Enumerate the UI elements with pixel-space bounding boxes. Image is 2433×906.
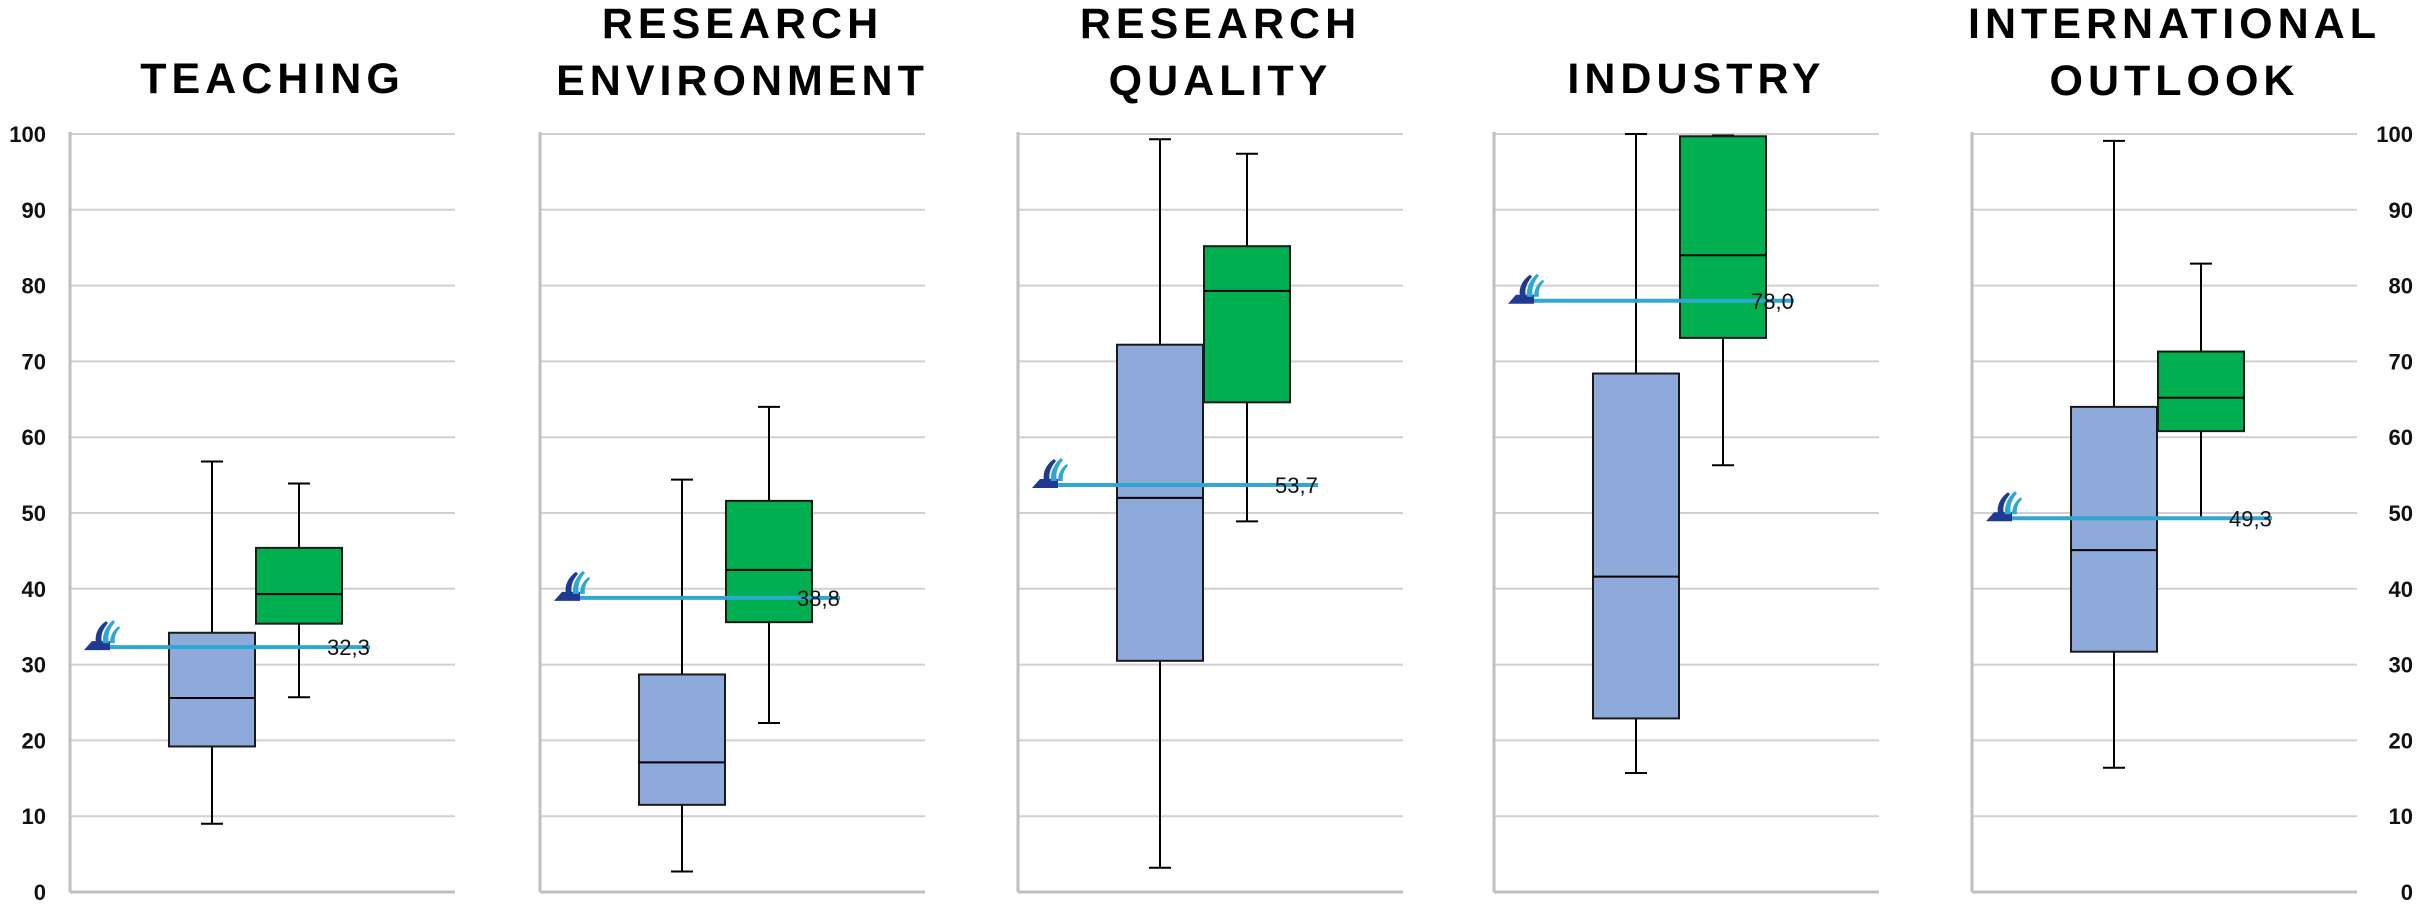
logo-icon-mark xyxy=(1519,274,1532,297)
y-tick-label-left: 60 xyxy=(22,425,46,450)
logo-icon xyxy=(1986,512,2012,522)
y-tick-label-right: 50 xyxy=(2389,501,2413,526)
panel-title: RESEARCH xyxy=(602,0,883,48)
logo-icon-mark xyxy=(1997,492,2010,515)
y-tick-label-right: 30 xyxy=(2389,653,2413,678)
y-tick-label-left: 20 xyxy=(22,728,46,753)
y-tick-label-left: 40 xyxy=(22,577,46,602)
reference-value-label: 38,8 xyxy=(797,586,840,611)
reference-value-label: 32,3 xyxy=(327,635,370,660)
logo-icon-mark xyxy=(1534,279,1544,297)
y-tick-label-left: 90 xyxy=(22,198,46,223)
y-tick-label-right: 100 xyxy=(2376,122,2413,147)
logo-icon-mark xyxy=(102,620,115,644)
y-tick-label-right: 60 xyxy=(2389,425,2413,450)
panel-title: INDUSTRY xyxy=(1567,55,1825,103)
reference-value-label: 53,7 xyxy=(1275,473,1318,498)
box-green xyxy=(2157,350,2245,433)
box-blue xyxy=(1116,343,1204,662)
y-tick-label-right: 80 xyxy=(2389,274,2413,299)
y-tick-label-right: 0 xyxy=(2401,880,2413,901)
logo-icon xyxy=(554,591,580,601)
logo-icon xyxy=(1032,478,1058,488)
logo-icon-mark xyxy=(2004,491,2017,515)
logo-icon-mark xyxy=(110,626,120,644)
y-tick-label-left: 100 xyxy=(9,122,46,147)
box-blue xyxy=(168,631,256,748)
reference-value-label: 49,3 xyxy=(2229,506,2272,531)
panel-title: INTERNATIONAL xyxy=(1968,0,2381,48)
box-green xyxy=(255,546,343,625)
box-green xyxy=(1679,135,1767,339)
panel-title: ENVIRONMENT xyxy=(556,57,929,105)
box-green xyxy=(725,499,813,624)
y-tick-label-left: 10 xyxy=(22,804,46,829)
panel-title: TEACHING xyxy=(140,55,405,103)
logo-icon-mark xyxy=(1058,463,1068,481)
logo-icon xyxy=(1508,294,1534,304)
logo-icon-mark xyxy=(565,571,578,594)
logo-icon-mark xyxy=(1526,273,1539,297)
y-tick-label-right: 40 xyxy=(2389,577,2413,602)
box-blue xyxy=(2070,405,2158,653)
y-tick-label-right: 70 xyxy=(2389,349,2413,374)
y-tick-label-right: 90 xyxy=(2389,198,2413,223)
logo-icon-mark xyxy=(1043,458,1056,481)
logo-icon xyxy=(84,641,110,651)
box-blue xyxy=(1592,372,1680,720)
y-tick-label-left: 0 xyxy=(34,880,46,901)
y-tick-label-right: 20 xyxy=(2389,728,2413,753)
box-green xyxy=(1203,245,1291,404)
logo-icon-mark xyxy=(580,576,590,594)
y-tick-label-right: 10 xyxy=(2389,804,2413,829)
panel-title: OUTLOOK xyxy=(2050,57,2300,105)
y-tick-label-left: 70 xyxy=(22,349,46,374)
reference-value-label: 78,0 xyxy=(1751,289,1794,314)
panel-title: QUALITY xyxy=(1109,57,1333,105)
box-blue xyxy=(638,673,726,806)
y-tick-label-left: 50 xyxy=(22,501,46,526)
logo-icon-mark xyxy=(2012,497,2022,515)
panel-title: RESEARCH xyxy=(1080,0,1361,48)
logo-icon-mark xyxy=(572,570,585,594)
logo-icon-mark xyxy=(95,621,108,644)
logo-icon-mark xyxy=(1050,457,1063,481)
y-tick-label-left: 80 xyxy=(22,274,46,299)
y-tick-label-left: 30 xyxy=(22,653,46,678)
